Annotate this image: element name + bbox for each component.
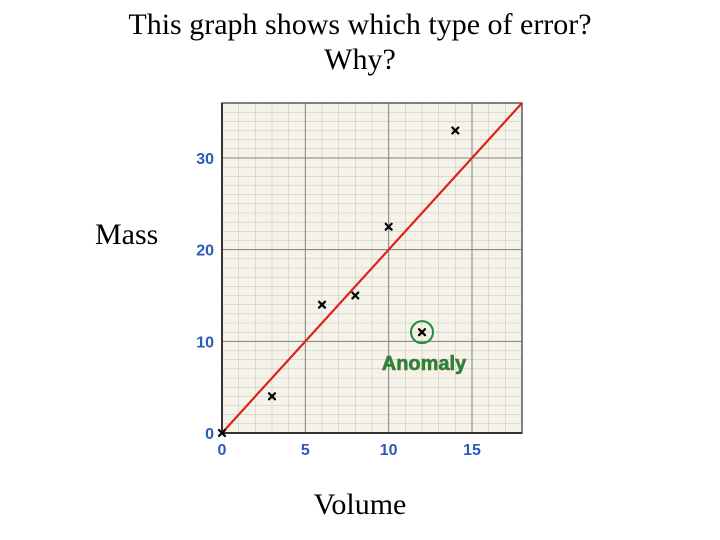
- svg-text:0: 0: [205, 426, 214, 443]
- svg-text:0: 0: [218, 442, 227, 459]
- anomaly-label: Anomaly: [382, 353, 467, 375]
- y-axis-label: Mass: [95, 218, 158, 252]
- svg-text:20: 20: [196, 243, 214, 260]
- svg-text:10: 10: [196, 334, 214, 351]
- slide-title: This graph shows which type of error? Wh…: [0, 8, 720, 77]
- svg-text:5: 5: [301, 442, 310, 459]
- svg-text:30: 30: [196, 151, 214, 168]
- scatter-chart: 0 5 10 15 0 10 20 30 Anomaly: [180, 95, 540, 475]
- chart-container: 0 5 10 15 0 10 20 30 Anomaly: [180, 95, 540, 475]
- title-line-1: This graph shows which type of error?: [128, 8, 591, 41]
- svg-text:15: 15: [463, 442, 481, 459]
- svg-text:10: 10: [380, 442, 398, 459]
- x-axis-label: Volume: [0, 488, 720, 522]
- title-line-2: Why?: [324, 43, 396, 76]
